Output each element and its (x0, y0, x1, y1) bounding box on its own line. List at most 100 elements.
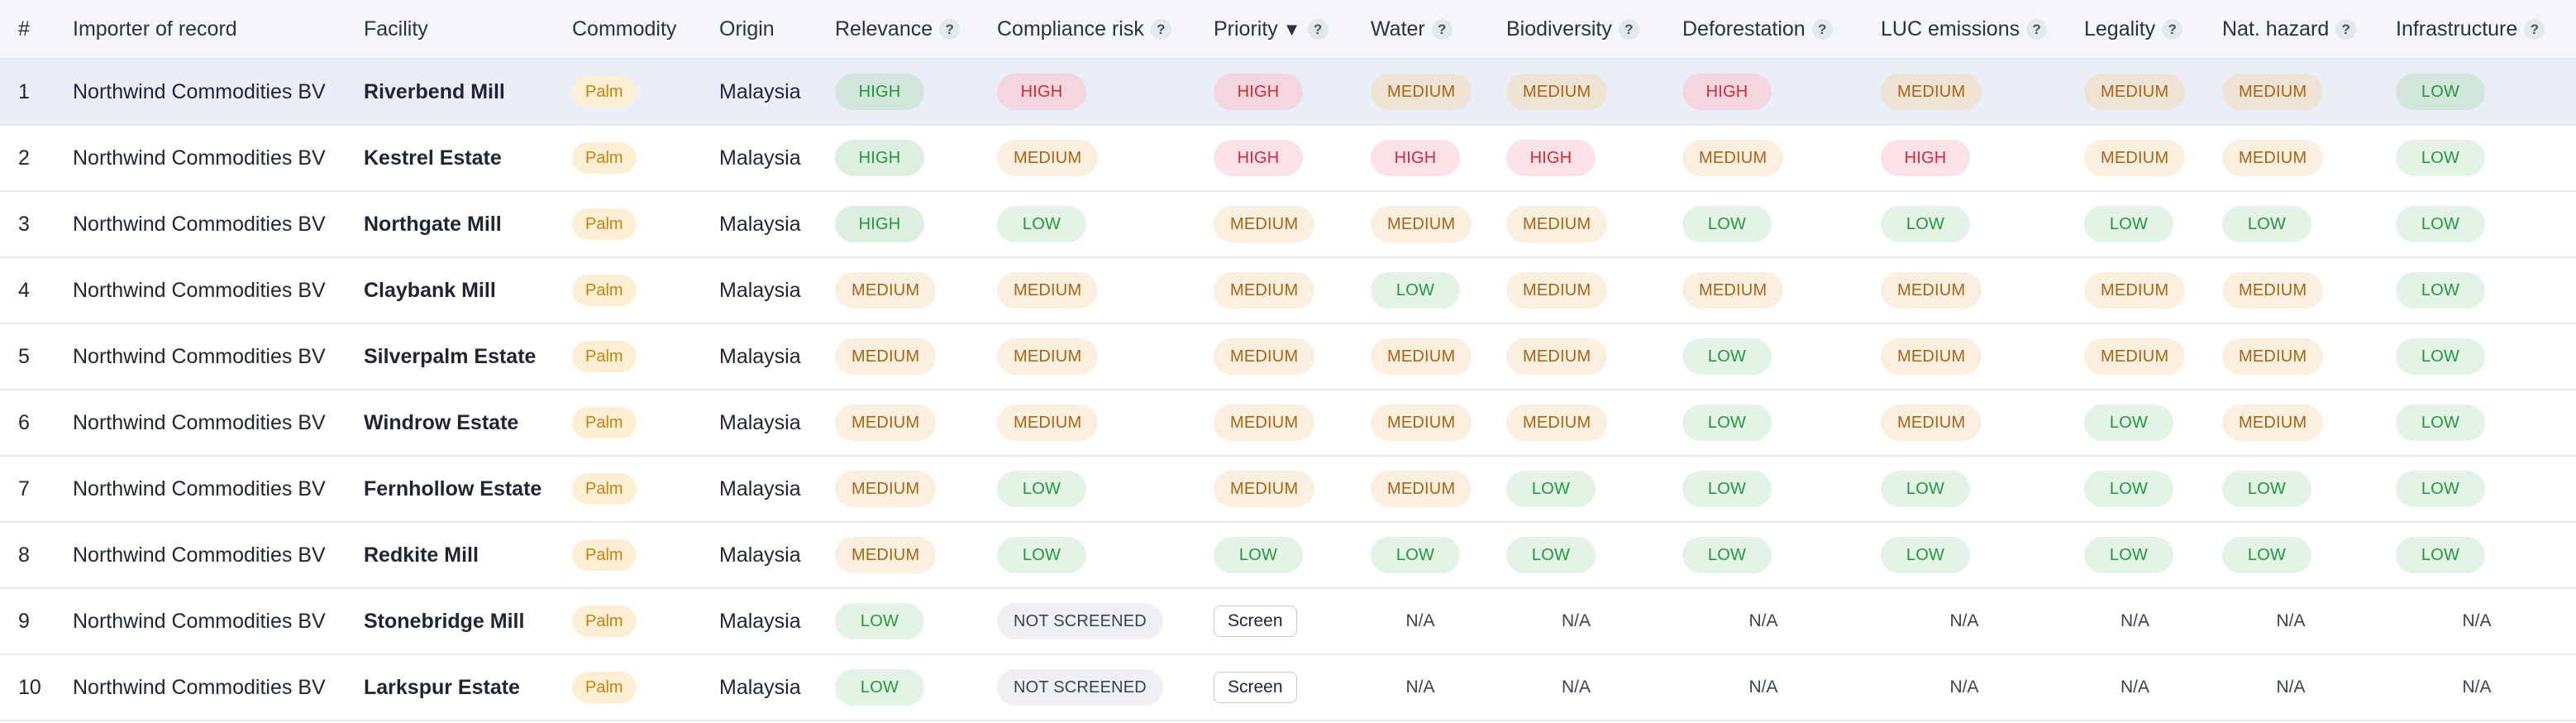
legality-risk-badge: MEDIUM (2084, 272, 2186, 309)
infrastructure-risk-badge: LOW (2396, 471, 2485, 507)
deforestation-risk-badge: MEDIUM (1682, 140, 1784, 176)
help-icon[interactable]: ? (1150, 18, 1171, 40)
relevance-cell: MEDIUM (817, 390, 979, 456)
table-row[interactable]: 2 Northwind Commodities BV Kestrel Estate P… (0, 125, 2576, 191)
help-icon[interactable]: ? (1811, 18, 1833, 40)
commodity-badge: Palm (572, 473, 637, 505)
column-header-deforestation[interactable]: Deforestation? (1664, 0, 1863, 60)
table-row[interactable]: 10 Northwind Commodities BV Larkspur Estat… (0, 654, 2576, 721)
facility-name: Redkite Mill (364, 543, 479, 567)
water-risk-cell: LOW (1352, 257, 1488, 323)
column-header-luc[interactable]: LUC emissions? (1863, 0, 2066, 60)
importer-of-record: Northwind Commodities BV (73, 146, 326, 170)
legality-risk-cell: LOW (2066, 456, 2204, 522)
deforestation-risk-badge: HIGH (1682, 74, 1772, 110)
luc-risk-na: N/A (1949, 678, 1979, 697)
origin-country: Malaysia (719, 146, 801, 170)
infrastructure-risk-cell: LOW (2378, 390, 2576, 456)
help-icon[interactable]: ? (1618, 18, 1639, 40)
biodiversity-risk-cell: MEDIUM (1488, 323, 1664, 390)
help-icon[interactable]: ? (1431, 18, 1453, 40)
screen-button[interactable]: Screen (1214, 606, 1297, 637)
legality-risk-badge: MEDIUM (2084, 140, 2186, 176)
screen-button[interactable]: Screen (1214, 672, 1297, 703)
compliance-risk-badge: MEDIUM (997, 405, 1099, 441)
column-header-facility[interactable]: Facility (346, 0, 554, 60)
column-header-num[interactable]: # (0, 0, 55, 60)
infrastructure-risk-cell: LOW (2378, 125, 2576, 191)
help-icon[interactable]: ? (2162, 18, 2183, 40)
table-row[interactable]: 8 Northwind Commodities BV Redkite Mill Pal… (0, 522, 2576, 588)
row-number: 1 (18, 79, 30, 103)
priority-badge: MEDIUM (1214, 272, 1315, 309)
compliance-risk-badge: MEDIUM (997, 140, 1099, 176)
water-risk-badge: MEDIUM (1371, 206, 1472, 242)
table-row[interactable]: 7 Northwind Commodities BV Fernhollow Esta… (0, 456, 2576, 522)
infrastructure-risk-badge: LOW (2396, 338, 2485, 375)
priority-badge: MEDIUM (1214, 471, 1315, 507)
help-icon[interactable]: ? (2026, 18, 2048, 40)
column-header-biodiversity[interactable]: Biodiversity? (1488, 0, 1664, 60)
column-header-legality[interactable]: Legality? (2066, 0, 2204, 60)
table-row[interactable]: 4 Northwind Commodities BV Claybank Mill Pa… (0, 257, 2576, 323)
relevance-badge: MEDIUM (835, 537, 937, 573)
column-header-label: Legality (2084, 17, 2156, 41)
column-header-compliance[interactable]: Compliance risk? (979, 0, 1195, 60)
column-header-importer[interactable]: Importer of record (55, 0, 346, 60)
compliance-risk-badge: NOT SCREENED (997, 603, 1163, 639)
legality-risk-badge: LOW (2084, 405, 2173, 441)
table-row[interactable]: 5 Northwind Commodities BV Silverpalm Esta… (0, 323, 2576, 390)
table-row[interactable]: 6 Northwind Commodities BV Windrow Estate P… (0, 390, 2576, 456)
table-row[interactable]: 9 Northwind Commodities BV Stonebridge Mil… (0, 588, 2576, 654)
help-icon[interactable]: ? (2335, 18, 2357, 40)
priority-cell: MEDIUM (1195, 390, 1352, 456)
biodiversity-risk-cell: HIGH (1488, 125, 1664, 191)
column-header-priority[interactable]: Priority ▼? (1195, 0, 1352, 60)
deforestation-risk-cell: LOW (1664, 323, 1863, 390)
column-header-commodity[interactable]: Commodity (554, 0, 701, 60)
help-icon[interactable]: ? (939, 18, 961, 40)
biodiversity-risk-badge: MEDIUM (1506, 74, 1608, 110)
column-header-hazard[interactable]: Nat. hazard? (2204, 0, 2378, 60)
biodiversity-risk-badge: HIGH (1506, 140, 1596, 176)
origin-country: Malaysia (719, 344, 801, 368)
compliance-risk-cell: LOW (979, 191, 1195, 257)
column-header-water[interactable]: Water? (1352, 0, 1488, 60)
luc-risk-badge: LOW (1881, 471, 1970, 507)
legality-risk-cell: MEDIUM (2066, 257, 2204, 323)
relevance-badge: MEDIUM (835, 338, 937, 375)
legality-risk-badge: LOW (2084, 537, 2173, 573)
row-number: 7 (18, 476, 30, 500)
sort-descending-icon[interactable]: ▼ (1282, 18, 1301, 40)
row-number: 8 (18, 543, 30, 567)
luc-risk-cell: LOW (1863, 522, 2066, 588)
importer-of-record: Northwind Commodities BV (73, 609, 326, 633)
priority-badge: MEDIUM (1214, 405, 1315, 441)
table-row[interactable]: 3 Northwind Commodities BV Northgate Mill P… (0, 191, 2576, 257)
origin-country: Malaysia (719, 79, 801, 103)
biodiversity-risk-cell: LOW (1488, 456, 1664, 522)
priority-cell: HIGH (1195, 125, 1352, 191)
compliance-risk-badge: MEDIUM (997, 272, 1099, 309)
hazard-risk-cell: MEDIUM (2204, 59, 2378, 125)
legality-risk-cell: LOW (2066, 522, 2204, 588)
infrastructure-risk-badge: LOW (2396, 140, 2485, 176)
deforestation-risk-na: N/A (1748, 611, 1778, 630)
column-header-relevance[interactable]: Relevance? (817, 0, 979, 60)
table-row[interactable]: 1 Northwind Commodities BV Riverbend Mill P… (0, 59, 2576, 125)
help-icon[interactable]: ? (1307, 18, 1329, 40)
water-risk-cell: MEDIUM (1352, 456, 1488, 522)
column-header-infrastructure[interactable]: Infrastructure? (2378, 0, 2576, 60)
biodiversity-risk-badge: MEDIUM (1506, 338, 1608, 375)
water-risk-badge: LOW (1371, 272, 1460, 309)
help-icon[interactable]: ? (2524, 18, 2545, 40)
water-risk-badge: MEDIUM (1371, 405, 1472, 441)
column-header-origin[interactable]: Origin (701, 0, 817, 60)
commodity-badge: Palm (572, 539, 637, 571)
biodiversity-risk-badge: LOW (1506, 537, 1596, 573)
compliance-risk-badge: NOT SCREENED (997, 669, 1163, 706)
facility-name: Windrow Estate (364, 410, 519, 434)
column-header-label: Compliance risk (997, 17, 1144, 41)
compliance-risk-badge: MEDIUM (997, 338, 1099, 375)
hazard-risk-badge: LOW (2222, 471, 2311, 507)
